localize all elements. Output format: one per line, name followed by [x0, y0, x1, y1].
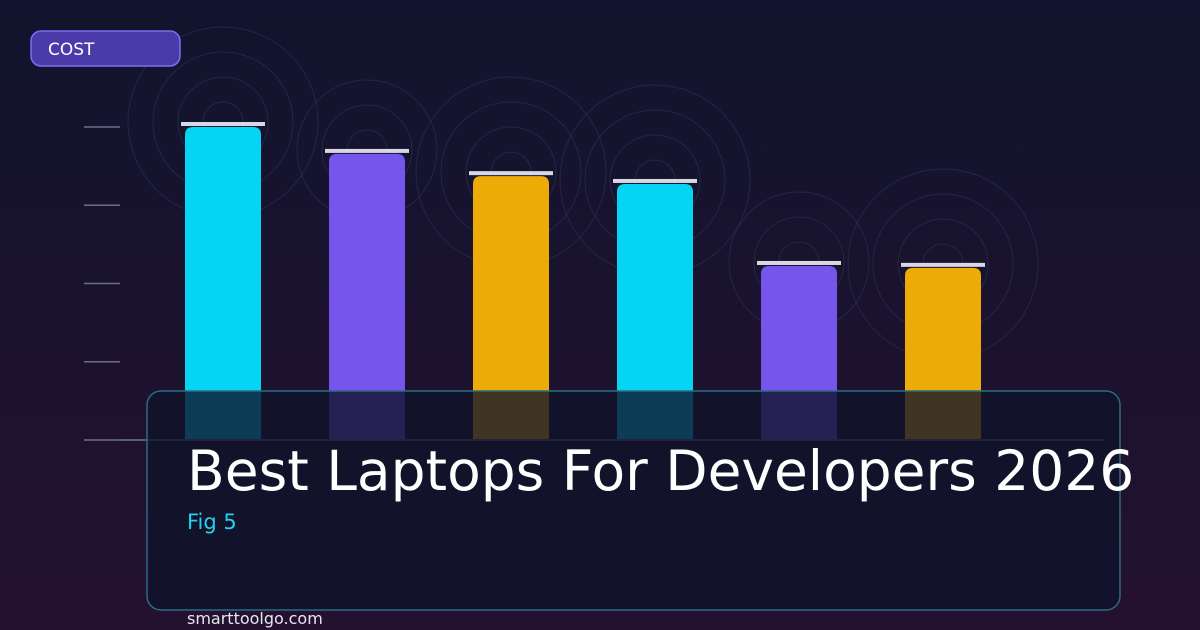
bar-cap: [613, 178, 697, 183]
bar-cap: [325, 148, 409, 153]
bar: [185, 127, 261, 440]
bar-cap: [901, 262, 985, 267]
bar: [329, 153, 405, 440]
bar-cap: [181, 122, 265, 126]
chart-title: Best Laptops For Developers 2026: [187, 439, 1134, 503]
y-axis-label: COST: [48, 40, 95, 60]
bar: [473, 176, 549, 441]
bar-cap: [757, 260, 841, 265]
bar-cap: [469, 171, 553, 176]
bar: [617, 183, 693, 440]
source: smarttoolgo.com: [187, 609, 323, 628]
y-label-pill: [30, 30, 181, 67]
chart-subtitle: Fig 5: [187, 510, 237, 534]
title-panel: [146, 390, 1121, 611]
